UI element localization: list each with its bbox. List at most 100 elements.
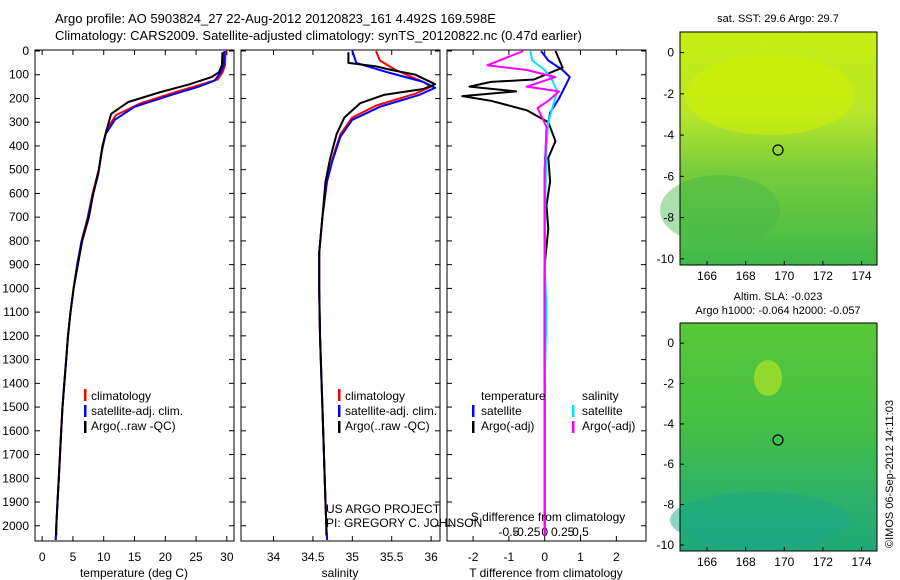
x-tick-label: 20 (159, 550, 173, 564)
x-tick-label: 34 (267, 550, 281, 564)
temperature-panel (34, 49, 235, 542)
sst-map-title: sat. SST: 29.6 Argo: 29.7 (717, 13, 839, 25)
legend-swatch-satellite (338, 405, 341, 417)
x-tick-label: 0 (541, 550, 548, 564)
legend-swatch-s-satellite (572, 405, 575, 417)
series-climatology (54, 50, 227, 541)
depth-tick-label: 1900 (2, 495, 29, 509)
depth-tick-label: 700 (9, 210, 29, 224)
series-argo-raw-qc- (55, 52, 224, 536)
difference-legend-temperature: temperature satellite Argo(-adj) (472, 389, 546, 433)
salinity-x-axis: 34 34.5 35 35.5 36 (267, 50, 438, 564)
depth-tick-label: 1500 (2, 400, 29, 414)
x-tick-label: 1 (577, 550, 584, 564)
temperature-x-axis: 0 5 10 15 20 25 30 (39, 50, 234, 564)
top-tick-label: 0.5 (572, 525, 589, 539)
sst-map (660, 31, 878, 266)
series-satellite-adj-clim- (54, 50, 226, 541)
series-argo-raw-qc- (318, 52, 437, 536)
temperature-xlabel: temperature (deg C) (80, 566, 188, 580)
legend-swatch-argo (84, 421, 87, 433)
top-tick-label: 0.25 (551, 525, 575, 539)
sla-high-patch (754, 360, 782, 396)
depth-tick-label: 200 (9, 91, 29, 105)
depth-tick-label: 1300 (2, 353, 29, 367)
x-tick-label: 35.5 (380, 550, 404, 564)
sla-low-patch (670, 492, 850, 548)
lon-tick-label: 174 (852, 269, 872, 283)
header-line-2: Climatology: CARS2009. Satellite-adjuste… (55, 28, 582, 43)
difference-series (461, 50, 571, 536)
lat-tick-label: -6 (663, 457, 674, 471)
series-climatology (318, 50, 433, 541)
depth-tick-label: 800 (9, 234, 29, 248)
x-tick-label: 0 (39, 550, 46, 564)
sst-cool-patch (660, 175, 780, 245)
depth-tick-label: 500 (9, 163, 29, 177)
lat-tick-label: -2 (663, 377, 674, 391)
legend-t-satellite: satellite (481, 404, 522, 418)
lat-tick-label: -10 (657, 252, 675, 266)
depth-tick-label: 1400 (2, 376, 29, 390)
depth-tick-label: 1800 (2, 471, 29, 485)
lat-tick-label: -10 (657, 538, 675, 552)
x-tick-label: 30 (220, 550, 234, 564)
series-satellite-adj-clim- (318, 50, 437, 541)
x-tick-label: -2 (468, 550, 479, 564)
temperature-legend: climatology satellite-adj. clim. Argo(..… (84, 389, 183, 433)
legend-swatch-climatology (84, 389, 87, 401)
depth-tick-label: 600 (9, 186, 29, 200)
legend-argo: Argo(..raw -QC) (91, 419, 176, 433)
x-tick-label: 36 (424, 550, 438, 564)
sst-map-axes: 166 168 170 172 174 0 -2 -4 -6 -8 -10 (657, 46, 872, 283)
imos-credit: ©IMOS 06-Sep-2012 14:11:03 (884, 400, 896, 548)
legend-s-argo: Argo(-adj) (582, 419, 635, 433)
depth-tick-label: 0 (22, 44, 29, 58)
depth-tick-label: 1000 (2, 281, 29, 295)
sla-map-subtitle: Argo h1000: -0.064 h2000: -0.057 (695, 305, 860, 317)
difference-x-axis: -2 -1 0 1 2-0.5-0.25 0 0.250.5 (468, 50, 620, 564)
lat-tick-label: -4 (663, 128, 674, 142)
lon-tick-label: 166 (697, 269, 717, 283)
sla-map-axes: 166 168 170 172 174 0 -2 -4 -6 -8 -10 (657, 336, 872, 569)
argo-float-marker (772, 434, 784, 446)
x-tick-label: 25 (189, 550, 203, 564)
lat-tick-label: -2 (663, 87, 674, 101)
series-t-argo-adj- (461, 50, 564, 536)
depth-tick-label: 1100 (3, 305, 29, 319)
legend-climatology: climatology (91, 389, 151, 403)
difference-top-label: S difference from climatology (471, 510, 626, 524)
series-s-argo-adj- (486, 50, 560, 536)
legend-climatology: climatology (345, 389, 405, 403)
project-label: US ARGO PROJECT (326, 502, 441, 516)
legend-satellite: satellite-adj. clim. (91, 404, 183, 418)
lon-tick-label: 166 (697, 555, 717, 569)
depth-axis: 0 100 200 300 400 500 600 700 800 900 1000 1100 1200… (2, 44, 646, 533)
sla-map-title: Altim. SLA: -0.023 (734, 291, 823, 303)
difference-legend-salinity: salinity satellite Argo(-adj) (572, 389, 635, 433)
salinity-legend: climatology satellite-adj. clim. Argo(..… (338, 389, 437, 433)
legend-swatch-satellite (84, 405, 87, 417)
lon-tick-label: 172 (813, 269, 833, 283)
x-tick-label: 34.5 (301, 550, 325, 564)
legend-swatch-s-argo (572, 421, 575, 433)
x-tick-label: 35 (346, 550, 360, 564)
lon-tick-label: 170 (774, 555, 794, 569)
depth-tick-label: 2000 (2, 519, 29, 533)
sla-map-frame (679, 322, 878, 552)
depth-tick-label: 400 (9, 139, 29, 153)
legend-t-argo: Argo(-adj) (481, 419, 534, 433)
lon-tick-label: 174 (852, 555, 872, 569)
legend-salinity-title: salinity (582, 389, 619, 403)
sst-map-frame (679, 31, 878, 266)
lat-tick-label: 0 (667, 336, 674, 350)
salinity-panel (240, 49, 441, 542)
lon-tick-label: 168 (736, 555, 756, 569)
difference-xlabel: T difference from climatology (469, 566, 623, 580)
series-s-satellite (529, 50, 559, 536)
x-tick-label: 5 (70, 550, 77, 564)
lat-tick-label: -8 (663, 498, 674, 512)
lon-tick-label: 172 (813, 555, 833, 569)
legend-swatch-t-satellite (472, 405, 475, 417)
